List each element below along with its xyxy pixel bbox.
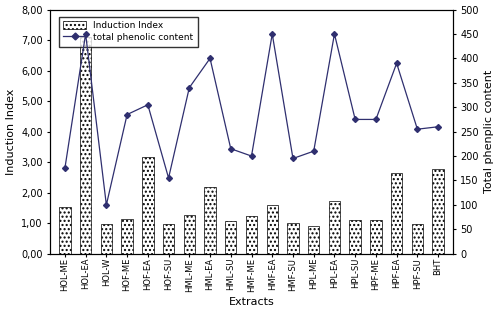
Bar bbox=[432, 169, 444, 254]
Bar bbox=[412, 224, 423, 254]
Y-axis label: Induction Index: Induction Index bbox=[6, 89, 16, 175]
Bar bbox=[266, 206, 278, 254]
Bar bbox=[122, 218, 133, 254]
Bar bbox=[163, 224, 174, 254]
Y-axis label: Total phenplic content: Total phenplic content bbox=[484, 70, 494, 193]
Bar bbox=[100, 224, 112, 254]
Bar bbox=[59, 207, 70, 254]
Bar bbox=[350, 220, 361, 254]
Bar bbox=[328, 201, 340, 254]
Bar bbox=[370, 220, 382, 254]
Bar bbox=[184, 215, 195, 254]
Bar bbox=[142, 157, 154, 254]
Bar bbox=[246, 216, 257, 254]
Bar bbox=[288, 223, 298, 254]
Bar bbox=[204, 187, 216, 254]
Bar bbox=[391, 173, 402, 254]
X-axis label: Extracts: Extracts bbox=[228, 297, 274, 307]
Bar bbox=[225, 221, 236, 254]
Legend: Induction Index, total phenolic content: Induction Index, total phenolic content bbox=[59, 17, 198, 47]
Bar bbox=[80, 37, 92, 254]
Bar bbox=[308, 226, 320, 254]
